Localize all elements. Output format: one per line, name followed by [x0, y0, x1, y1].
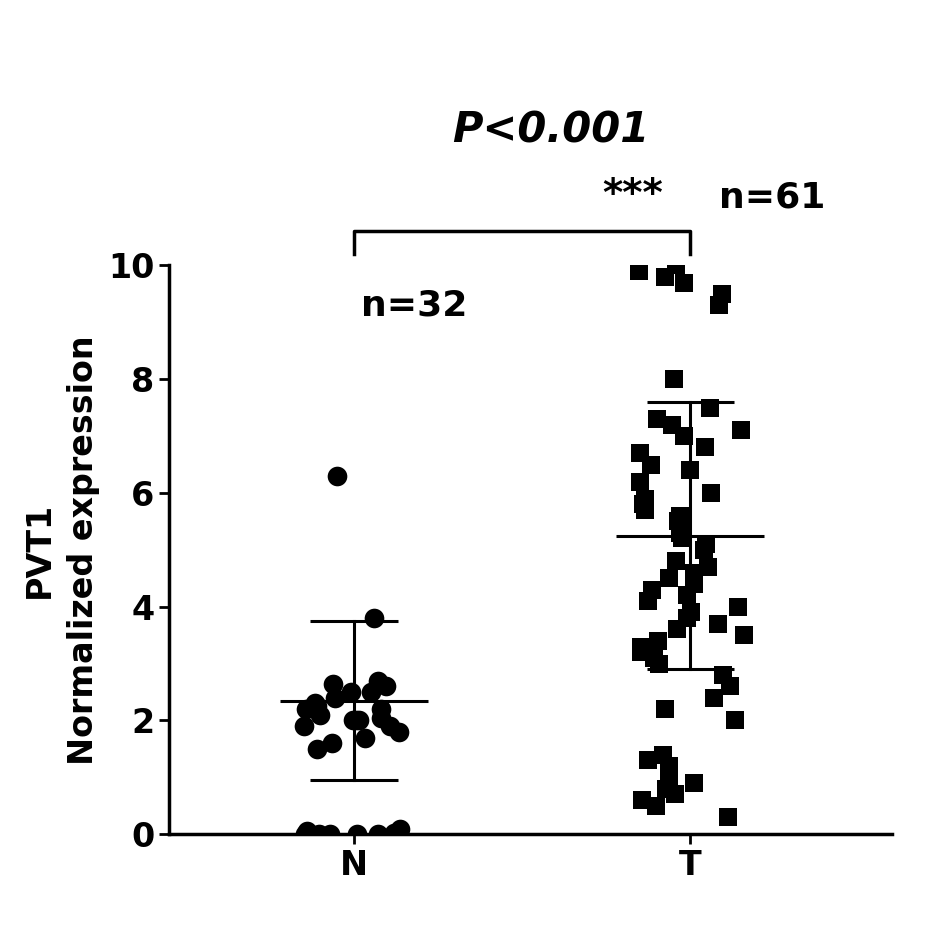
Text: ***: ***: [602, 176, 663, 214]
Y-axis label: PVT1
Normalized expression: PVT1 Normalized expression: [23, 335, 100, 765]
Point: [671, 514, 686, 529]
Point: [313, 707, 328, 722]
Point: [736, 628, 751, 643]
Point: [352, 713, 367, 728]
Point: [345, 713, 360, 728]
Point: [652, 656, 667, 671]
Point: [684, 605, 699, 620]
Point: [661, 571, 676, 586]
Point: [296, 719, 311, 734]
Point: [641, 753, 656, 768]
Point: [329, 468, 344, 483]
Point: [674, 531, 689, 546]
Point: [669, 554, 684, 569]
Point: [716, 667, 731, 683]
Point: [374, 710, 389, 725]
Point: [686, 775, 701, 791]
Point: [298, 827, 313, 842]
Point: [662, 758, 677, 774]
Point: [373, 702, 388, 717]
Point: [632, 446, 647, 461]
Point: [722, 679, 737, 694]
Point: [655, 747, 670, 762]
Point: [350, 827, 365, 842]
Point: [658, 781, 673, 796]
Point: [704, 485, 719, 501]
Point: [680, 611, 695, 626]
Point: [344, 684, 359, 700]
Point: [731, 599, 746, 614]
Point: [323, 827, 338, 842]
Point: [638, 491, 653, 506]
Point: [357, 730, 372, 745]
Point: [310, 699, 325, 714]
Point: [698, 537, 713, 552]
Point: [643, 457, 658, 472]
Point: [700, 559, 716, 574]
Point: [677, 428, 692, 444]
Point: [635, 497, 650, 512]
Point: [389, 826, 404, 841]
Text: n=32: n=32: [361, 288, 467, 322]
Point: [633, 639, 648, 654]
Point: [706, 690, 721, 705]
Point: [667, 372, 682, 387]
Point: [734, 423, 749, 438]
Point: [348, 713, 363, 728]
Point: [686, 565, 701, 580]
Point: [657, 702, 672, 717]
Point: [679, 588, 694, 603]
Point: [367, 611, 382, 626]
Point: [720, 810, 735, 825]
Point: [668, 787, 683, 802]
Point: [662, 770, 677, 785]
Point: [325, 736, 340, 751]
Point: [363, 684, 378, 700]
Point: [698, 440, 713, 455]
Point: [387, 826, 402, 841]
Point: [328, 690, 343, 705]
Point: [300, 824, 315, 839]
Text: n=61: n=61: [719, 180, 825, 214]
Point: [325, 676, 340, 691]
Point: [378, 679, 393, 694]
Point: [683, 463, 698, 478]
Point: [696, 542, 711, 557]
Point: [370, 673, 385, 688]
Point: [669, 258, 684, 273]
Point: [672, 508, 687, 523]
Point: [312, 827, 327, 842]
Point: [635, 793, 650, 808]
Point: [711, 616, 726, 631]
Point: [677, 275, 692, 290]
Point: [728, 713, 743, 728]
Text: P<0.001: P<0.001: [453, 110, 650, 152]
Point: [650, 411, 665, 427]
Point: [715, 286, 730, 301]
Point: [371, 827, 386, 842]
Point: [651, 633, 666, 648]
Point: [308, 696, 323, 711]
Point: [647, 650, 662, 665]
Point: [672, 525, 687, 540]
Point: [392, 724, 407, 739]
Point: [640, 593, 655, 609]
Point: [665, 417, 680, 432]
Point: [658, 269, 673, 284]
Point: [298, 702, 313, 717]
Point: [632, 264, 647, 279]
Point: [634, 645, 649, 660]
Point: [712, 298, 727, 313]
Point: [687, 576, 702, 592]
Point: [702, 400, 717, 415]
Point: [644, 582, 659, 597]
Point: [670, 622, 685, 637]
Point: [310, 741, 325, 757]
Point: [648, 798, 663, 813]
Point: [638, 502, 653, 518]
Point: [393, 821, 408, 836]
Point: [382, 719, 397, 734]
Point: [632, 474, 647, 489]
